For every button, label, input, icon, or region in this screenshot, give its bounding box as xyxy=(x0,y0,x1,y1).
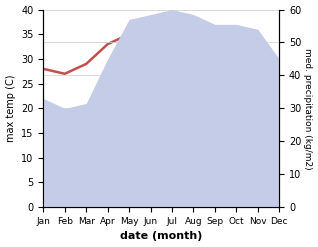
X-axis label: date (month): date (month) xyxy=(120,231,203,242)
Y-axis label: max temp (C): max temp (C) xyxy=(5,75,16,142)
Y-axis label: med. precipitation (kg/m2): med. precipitation (kg/m2) xyxy=(303,48,313,169)
